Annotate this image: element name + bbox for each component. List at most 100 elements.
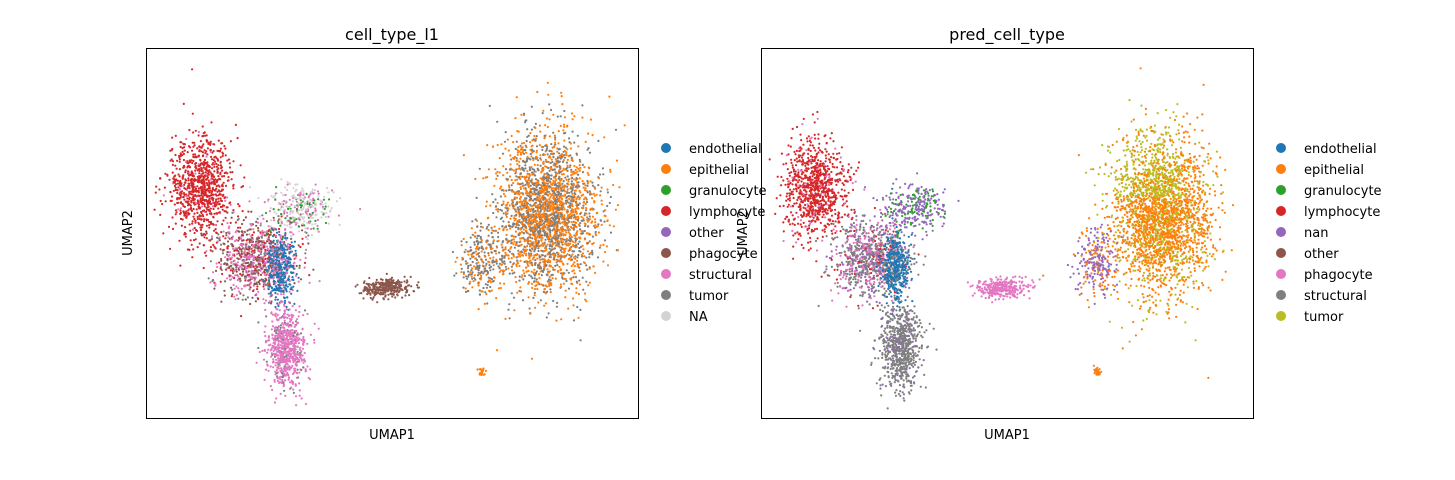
scatter-point (545, 223, 548, 226)
scatter-point (503, 262, 506, 265)
scatter-point (555, 261, 558, 264)
scatter-point (535, 236, 538, 239)
scatter-point (242, 273, 245, 276)
scatter-point (208, 197, 211, 200)
scatter-point (523, 177, 527, 180)
scatter-point (283, 296, 286, 300)
scatter-point (274, 242, 277, 246)
scatter-point (519, 228, 523, 231)
scatter-point (503, 226, 506, 229)
scatter-point (210, 174, 213, 178)
scatter-point (586, 225, 590, 228)
scatter-point (227, 227, 230, 230)
scatter-point (560, 178, 563, 181)
scatter-point (506, 138, 509, 141)
scatter-point (486, 144, 489, 147)
scatter-point (513, 157, 516, 160)
scatter-point (579, 250, 582, 253)
scatter-point (212, 215, 215, 219)
scatter-point (303, 261, 307, 264)
scatter-point (539, 217, 543, 220)
scatter-point (535, 189, 538, 192)
scatter-point (224, 216, 227, 219)
scatter-point (549, 161, 552, 165)
scatter-point (550, 158, 553, 161)
scatter-point (586, 218, 589, 221)
scatter-point (577, 316, 580, 319)
scatter-point (559, 124, 562, 127)
scatter-point (256, 256, 259, 259)
scatter-point (256, 271, 259, 274)
scatter-point (277, 240, 280, 243)
scatter-point (554, 143, 557, 146)
scatter-point (184, 160, 188, 163)
scatter-point (221, 151, 224, 154)
scatter-point (229, 140, 232, 143)
scatter-point (544, 238, 547, 241)
scatter-point (525, 210, 528, 213)
scatter-point (488, 104, 491, 107)
scatter-point (560, 285, 563, 288)
scatter-point (187, 145, 191, 148)
scatter-point (573, 264, 577, 268)
scatter-point (533, 134, 536, 138)
scatter-point (228, 162, 231, 165)
scatter-point (551, 221, 555, 224)
scatter-point (519, 157, 522, 160)
scatter-point (515, 159, 518, 163)
scatter-point (563, 277, 566, 280)
scatter-point (206, 153, 209, 156)
scatter-point (558, 265, 561, 268)
scatter-point (591, 249, 594, 252)
scatter-point (519, 255, 522, 258)
scatter-point (529, 141, 532, 144)
scatter-point (603, 220, 606, 223)
scatter-point (209, 260, 212, 263)
scatter-point (571, 214, 574, 217)
scatter-point (482, 286, 485, 290)
scatter-point (575, 291, 578, 294)
scatter-point (534, 201, 538, 204)
scatter-point (201, 234, 204, 237)
scatter-point (218, 203, 221, 206)
scatter-point (562, 180, 565, 183)
scatter-point (516, 221, 519, 224)
scatter-point (567, 178, 571, 181)
scatter-point (277, 215, 280, 218)
scatter-point (240, 266, 243, 269)
scatter-point (508, 175, 512, 178)
scatter-point (588, 266, 591, 269)
scatter-point (539, 235, 543, 238)
scatter-point (554, 221, 557, 224)
scatter-point (573, 192, 576, 195)
scatter-point (226, 179, 229, 182)
scatter-point (522, 248, 525, 251)
scatter-point (510, 265, 513, 268)
scatter-point (254, 267, 257, 271)
scatter-point (560, 254, 563, 257)
scatter-point (518, 264, 521, 268)
scatter-point (501, 225, 504, 228)
scatter-point (294, 249, 297, 252)
scatter-point (253, 279, 256, 282)
scatter-point (288, 280, 291, 283)
scatter-point (576, 230, 579, 233)
scatter-point (555, 305, 559, 308)
scatter-point (538, 283, 541, 286)
scatter-point (196, 211, 199, 214)
scatter-point (519, 259, 522, 262)
scatter-point (186, 248, 189, 251)
scatter-point (546, 190, 549, 193)
scatter-point (171, 136, 174, 139)
scatter-point (226, 211, 229, 214)
scatter-point (568, 254, 571, 257)
scatter-point (473, 243, 476, 246)
scatter-point (174, 188, 177, 192)
scatter-point (533, 256, 536, 259)
scatter-point (537, 244, 541, 247)
scatter-point (545, 245, 548, 248)
scatter-point (272, 241, 275, 244)
scatter-point (249, 302, 252, 306)
scatter-point (554, 242, 557, 245)
scatter-point (530, 155, 533, 158)
